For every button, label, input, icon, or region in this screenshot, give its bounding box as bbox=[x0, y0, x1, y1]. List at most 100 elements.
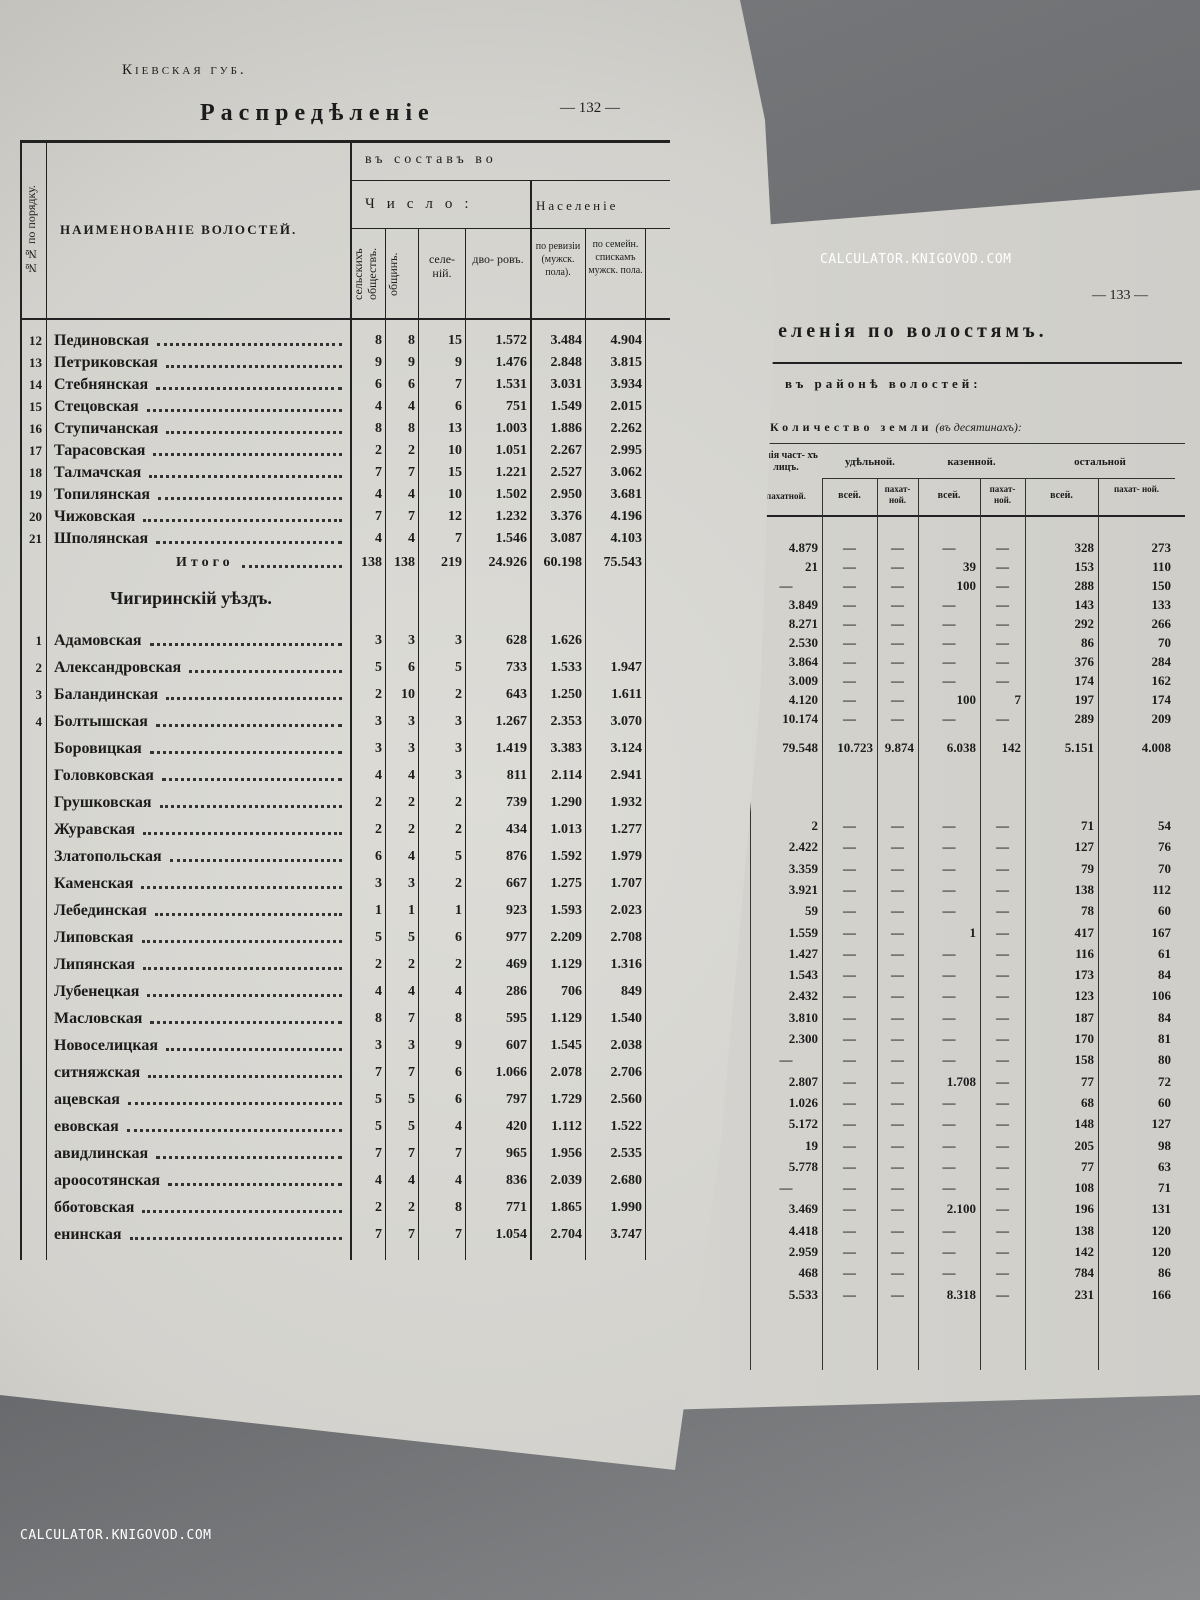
name-cell: Масловская bbox=[46, 1008, 350, 1030]
cell-obshin: 4 bbox=[408, 984, 415, 999]
cell-semeyn: 2.560 bbox=[610, 1092, 643, 1107]
cell-private_arable: — bbox=[779, 578, 793, 593]
table-row: Новоселицкая 3 3 9 607 1.545 2.038 bbox=[20, 1035, 645, 1057]
cell-obshin: 7 bbox=[408, 1011, 415, 1026]
name-cell: Новоселицкая bbox=[46, 1035, 350, 1057]
table-row: 14 Стебнянская 6 6 7 1.531 3.031 3.934 bbox=[20, 374, 645, 396]
cell-reviz: 1.545 bbox=[550, 1038, 583, 1053]
cell-appanage_all: — bbox=[843, 616, 856, 631]
table-row: 18 Талмачская 7 7 15 1.221 2.527 3.062 bbox=[20, 462, 645, 484]
table-row: Журавская 2 2 2 434 1.013 1.277 bbox=[20, 819, 645, 841]
cell-selenii: 12 bbox=[448, 509, 462, 524]
cell-private_arable: 1.543 bbox=[788, 967, 818, 983]
cell-state_all: — bbox=[942, 1009, 956, 1025]
cell-sel_obsh: 2 bbox=[375, 687, 382, 702]
cell-appanage_arable: — bbox=[891, 818, 904, 833]
cell-dvorov: 1.502 bbox=[495, 487, 528, 502]
cell-sel_obsh: 8 bbox=[375, 421, 382, 436]
cell-appanage_arable: — bbox=[891, 945, 904, 961]
cell-private_arable: 2 bbox=[811, 818, 819, 833]
leader-dots bbox=[142, 954, 342, 970]
cell-selenii: 7 bbox=[455, 1227, 462, 1242]
cell-sel_obsh: 2 bbox=[375, 795, 382, 810]
cell-other_arable: 84 bbox=[1158, 967, 1171, 983]
table-row: 2.959 — — — — 142 120 bbox=[750, 1244, 1175, 1260]
cell-other_arable: 54 bbox=[1158, 818, 1171, 833]
volost-name: Топилянская bbox=[54, 486, 150, 503]
table-row: 5.172 — — — — 148 127 bbox=[750, 1116, 1175, 1132]
cell-private_arable: 59 bbox=[805, 903, 818, 919]
total-state_all: 6.038 bbox=[946, 740, 976, 755]
cell-state_arable: — bbox=[996, 903, 1009, 919]
header-private-arable: пахатной. bbox=[766, 491, 806, 501]
leader-dots bbox=[149, 462, 342, 478]
header-other-all: всей. bbox=[1050, 490, 1073, 501]
cell-sel_obsh: 2 bbox=[375, 957, 382, 972]
cell-state_arable: — bbox=[996, 1137, 1009, 1153]
leader-dots bbox=[161, 765, 342, 781]
cell-semeyn: 849 bbox=[621, 984, 642, 999]
cell-appanage_all: — bbox=[843, 1009, 856, 1025]
cell-other_all: 116 bbox=[1075, 945, 1094, 961]
cell-appanage_arable: — bbox=[891, 1052, 904, 1068]
cell-appanage_all: — bbox=[843, 1222, 856, 1238]
volost-name: Лебединская bbox=[54, 902, 147, 919]
cell-obshin: 4 bbox=[408, 849, 415, 864]
cell-selenii: 9 bbox=[455, 1038, 462, 1053]
cell-state_arable: — bbox=[996, 1201, 1009, 1217]
cell-reviz: 1.592 bbox=[550, 849, 583, 864]
row-number bbox=[20, 981, 46, 1003]
cell-dvorov: 643 bbox=[506, 687, 527, 702]
cell-reviz: 1.626 bbox=[550, 633, 583, 648]
cell-appanage_arable: — bbox=[891, 673, 904, 688]
col-rule bbox=[385, 228, 386, 1260]
table-row: 4.418 — — — — 138 120 bbox=[750, 1223, 1175, 1239]
cell-semeyn: 3.934 bbox=[610, 377, 643, 392]
header-other: остальной bbox=[1074, 456, 1126, 468]
cell-selenii: 8 bbox=[455, 1011, 462, 1026]
cell-semeyn bbox=[585, 630, 645, 652]
cell-other_all: 197 bbox=[1074, 692, 1095, 707]
cell-state_all: 8.318 bbox=[946, 1286, 976, 1302]
cell-state_arable: — bbox=[996, 839, 1009, 855]
cell-selenii: 6 bbox=[455, 930, 462, 945]
leader-dots bbox=[141, 927, 342, 943]
volost-name: Баландинская bbox=[54, 686, 159, 703]
cell-other_arable: 131 bbox=[1151, 1201, 1172, 1217]
row-number: 18 bbox=[29, 465, 42, 480]
cell-private_arable: 2.959 bbox=[788, 1244, 818, 1259]
row-number: 20 bbox=[29, 509, 42, 524]
cell-appanage_arable: — bbox=[891, 654, 904, 669]
cell-state_arable: — bbox=[996, 924, 1009, 940]
leader-dots bbox=[156, 374, 342, 390]
cell-obshin: 5 bbox=[408, 1092, 415, 1107]
cell-sel_obsh: 7 bbox=[375, 465, 382, 480]
cell-sel_obsh: 5 bbox=[375, 930, 382, 945]
col-rule bbox=[530, 180, 532, 1260]
cell-obshin: 8 bbox=[408, 333, 415, 348]
cell-appanage_all: — bbox=[843, 635, 856, 650]
table-row: 21 — — 39 — 153 110 bbox=[750, 559, 1175, 575]
cell-appanage_arable: — bbox=[891, 692, 904, 707]
volost-name: Головковская bbox=[54, 767, 154, 784]
cell-state_all: — bbox=[942, 616, 956, 631]
col-rule bbox=[465, 228, 466, 1260]
cell-state_arable: — bbox=[996, 635, 1009, 650]
cell-appanage_all: — bbox=[843, 578, 856, 593]
table-row: Итого 138 138 219 24.926 60.198 75.543 bbox=[20, 552, 645, 574]
cell-appanage_all: — bbox=[843, 945, 856, 961]
volost-name: евовская bbox=[54, 1118, 119, 1135]
volost-name: Ступичанская bbox=[54, 420, 159, 437]
cell-obshin: 6 bbox=[408, 660, 415, 675]
cell-other_all: 143 bbox=[1074, 597, 1095, 612]
volost-name: Лубенецкая bbox=[54, 983, 140, 1000]
cell-dvorov: 751 bbox=[506, 399, 527, 414]
cell-private_arable: 4.418 bbox=[788, 1222, 818, 1238]
table-row: 79.548 10.723 9.874 6.038 142 5.151 4.008 bbox=[750, 740, 1175, 756]
name-cell: Ступичанская bbox=[46, 418, 350, 440]
cell-semeyn: 1.540 bbox=[610, 1011, 643, 1026]
total-state_arable: 142 bbox=[1001, 740, 1022, 755]
cell-other_arable: 174 bbox=[1151, 692, 1172, 707]
cell-dvorov: 607 bbox=[506, 1038, 527, 1053]
cell-appanage_all: — bbox=[843, 1201, 856, 1217]
